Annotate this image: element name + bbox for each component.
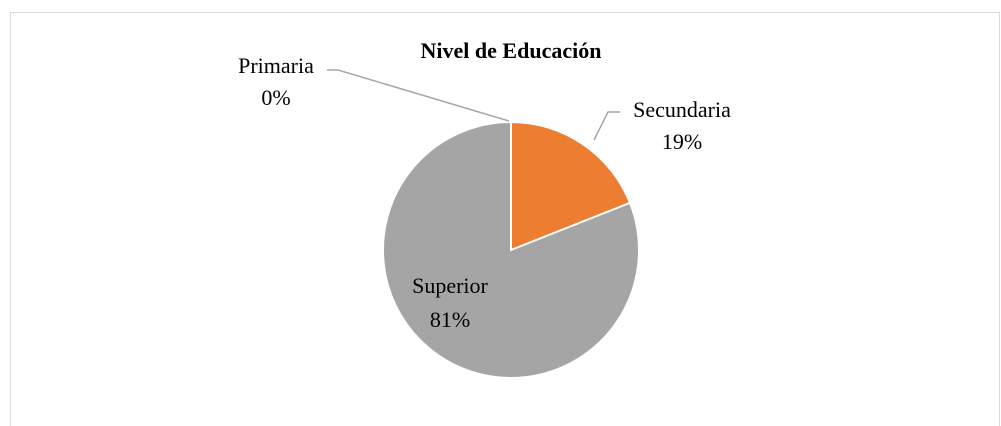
slice-value-label: 81% (430, 307, 470, 332)
slice-label: Secundaria (633, 97, 731, 122)
pie-slice (510, 120, 632, 252)
leader-line (593, 111, 620, 141)
pie-slice (382, 120, 640, 379)
slice-label: Superior (412, 273, 488, 298)
slice-value-label: 0% (261, 85, 290, 110)
slice-value-label: 19% (662, 129, 702, 154)
leader-line (327, 69, 510, 122)
slice-label: Primaria (238, 53, 314, 78)
chart-title: Nivel de Educación (421, 38, 602, 63)
